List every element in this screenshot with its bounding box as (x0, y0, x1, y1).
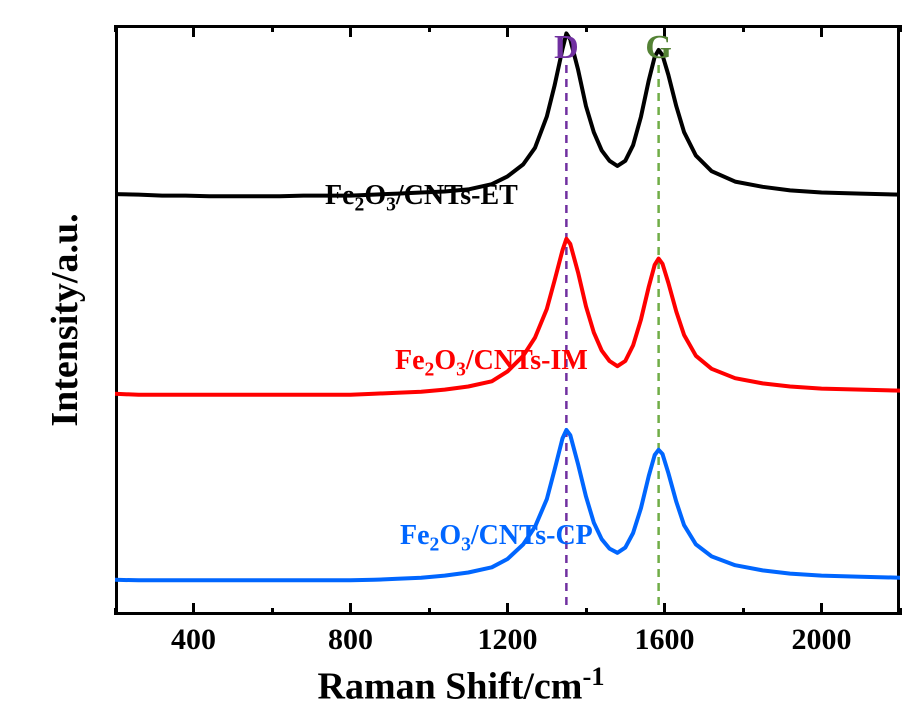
x-tick-minor (428, 25, 431, 32)
x-tick-minor (742, 608, 745, 615)
x-tick-minor (114, 608, 117, 615)
x-tick-major (192, 603, 195, 615)
x-tick-minor (585, 25, 588, 32)
x-tick-minor (742, 25, 745, 32)
x-tick-major (506, 603, 509, 615)
x-tick-major (820, 603, 823, 615)
x-tick-minor (271, 25, 274, 32)
peak-label-G: G (645, 29, 671, 67)
series-label-Fe2O3/CNTs-CP: Fe2O3/CNTs-CP (400, 520, 593, 557)
series-label-Fe2O3/CNTs-IM: Fe2O3/CNTs-IM (395, 345, 588, 382)
x-tick-major (349, 603, 352, 615)
x-tick-label: 800 (328, 623, 373, 657)
x-tick-major (820, 25, 823, 37)
y-axis-title: Intensity/a.u. (43, 170, 87, 470)
x-tick-minor (899, 25, 902, 32)
x-tick-label: 2000 (792, 623, 852, 657)
raman-chart: Intensity/a.u. Raman Shift/cm-1 400 800 12… (0, 0, 921, 713)
x-tick-major (506, 25, 509, 37)
x-tick-label: 1600 (635, 623, 695, 657)
x-tick-label: 400 (171, 623, 216, 657)
x-tick-minor (585, 608, 588, 615)
x-tick-minor (428, 608, 431, 615)
series-label-Fe2O3/CNTs-ET: Fe2O3/CNTs-ET (325, 180, 518, 217)
peak-label-D: D (554, 29, 579, 67)
x-axis-title: Raman Shift/cm-1 (318, 661, 605, 709)
x-tick-major (192, 25, 195, 37)
x-tick-major (663, 603, 666, 615)
x-tick-major (349, 25, 352, 37)
x-tick-minor (114, 25, 117, 32)
x-tick-minor (271, 608, 274, 615)
x-tick-minor (899, 608, 902, 615)
x-tick-label: 1200 (478, 623, 538, 657)
